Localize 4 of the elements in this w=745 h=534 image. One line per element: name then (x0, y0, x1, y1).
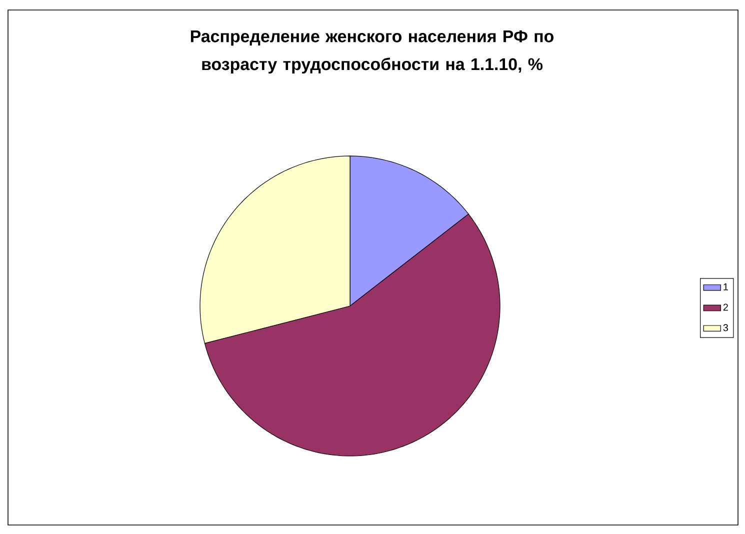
legend-label: 1 (724, 283, 728, 290)
legend-label: 3 (723, 324, 728, 332)
chart-title: Распределение женского населения РФ по возрасту трудоспособности на 1.1.10, % (190, 30, 554, 74)
legend-label: 2 (723, 304, 728, 311)
